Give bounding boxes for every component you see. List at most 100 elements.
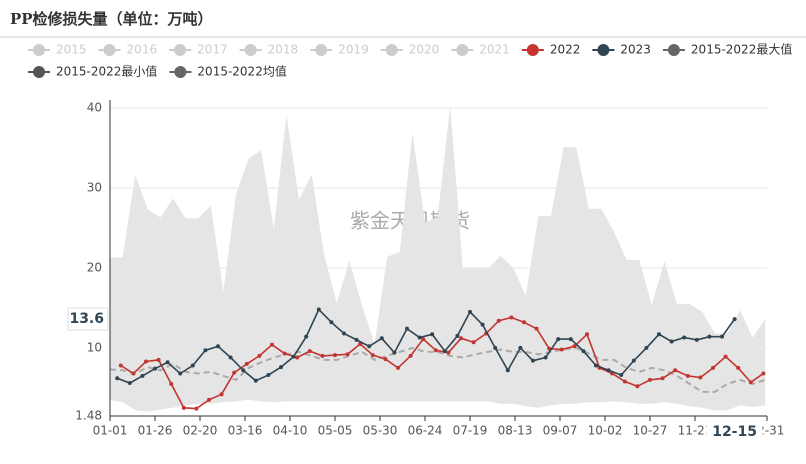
point	[270, 342, 274, 347]
y-tick-label: 10	[87, 340, 102, 354]
point	[354, 337, 359, 342]
point	[190, 363, 195, 368]
legend-item[interactable]: 2017	[169, 43, 228, 57]
point	[165, 360, 170, 365]
legend-label: 2016	[127, 43, 158, 57]
x-tick-label: 10-27	[633, 424, 668, 438]
point	[572, 344, 577, 349]
legend-icon-dot	[597, 44, 610, 56]
legend-label: 2015-2022最小值	[56, 64, 157, 79]
point	[761, 371, 766, 376]
point	[194, 406, 199, 411]
point	[307, 349, 312, 354]
point	[367, 344, 372, 349]
legend-icon-dot	[456, 44, 469, 56]
point	[219, 392, 224, 397]
x-tick-label: 04-10	[273, 424, 308, 438]
point	[480, 322, 485, 327]
legend-label: 2018	[268, 43, 299, 57]
point	[568, 337, 573, 342]
legend-item[interactable]: 2016	[98, 43, 158, 57]
point	[131, 371, 136, 376]
point	[455, 333, 460, 338]
point	[496, 318, 501, 323]
chart-title: PP检修损失量（单位：万吨）	[10, 10, 213, 28]
legend-item[interactable]: 2020	[380, 43, 440, 57]
point	[660, 376, 665, 381]
point	[257, 353, 262, 358]
point	[140, 373, 145, 378]
point	[736, 365, 741, 370]
legend-icon-dot	[174, 66, 187, 78]
point	[748, 380, 753, 385]
legend-item[interactable]: 2019	[310, 43, 369, 57]
legend-icon-dot	[33, 44, 45, 56]
point	[118, 363, 123, 368]
point	[405, 326, 409, 331]
point	[253, 378, 258, 383]
point	[509, 315, 514, 320]
x-tick-label: 06-24	[408, 424, 443, 438]
legend-item[interactable]: 2015	[28, 43, 87, 57]
point	[720, 334, 724, 339]
point	[522, 320, 526, 325]
point	[329, 320, 334, 325]
point	[279, 365, 283, 370]
point	[295, 355, 300, 360]
point	[316, 307, 321, 312]
point	[644, 345, 649, 350]
x-tick-label: 05-05	[318, 424, 353, 438]
legend-item[interactable]: 2023	[592, 43, 651, 57]
point	[430, 332, 435, 337]
point	[518, 345, 523, 350]
point	[698, 375, 703, 380]
point	[559, 347, 564, 352]
point	[585, 332, 589, 337]
legend-icon-dot	[103, 44, 116, 56]
point	[635, 384, 640, 389]
point	[333, 353, 337, 358]
series-line	[116, 308, 736, 384]
point	[216, 344, 220, 349]
legend-item[interactable]: 2015-2022最大值	[662, 42, 792, 57]
point	[471, 340, 476, 345]
point	[606, 368, 611, 373]
point	[421, 337, 426, 342]
legend-item[interactable]: 2015-2022最小值	[28, 64, 157, 79]
point	[396, 365, 400, 370]
legend-label: 2021	[479, 43, 510, 57]
point	[181, 405, 186, 410]
point	[282, 351, 287, 356]
legend-item[interactable]: 2021	[451, 43, 510, 57]
point	[673, 368, 678, 373]
point	[392, 350, 397, 355]
point	[534, 326, 539, 331]
pointer-y-label: 13.6	[69, 311, 104, 327]
point	[127, 381, 132, 386]
x-tick-label: 03-16	[228, 424, 263, 438]
x-tick-label: 09-07	[543, 424, 578, 438]
legend-item[interactable]: 2015-2022均值	[169, 64, 287, 79]
point	[266, 373, 271, 378]
point	[345, 352, 350, 357]
y-tick-label: 20	[87, 260, 102, 274]
point	[115, 376, 120, 381]
legend-item[interactable]: 2022	[521, 43, 581, 57]
point	[694, 337, 699, 342]
point	[342, 331, 346, 336]
legend-item[interactable]: 2018	[239, 43, 299, 57]
legend-label: 2015	[56, 43, 87, 57]
point	[581, 349, 586, 354]
x-tick-label: 10-02	[588, 424, 623, 438]
legend-icon-dot	[174, 44, 187, 56]
point	[207, 397, 211, 402]
legend-icon-dot	[244, 44, 257, 56]
legend-icon-dot	[526, 44, 539, 56]
point	[446, 350, 451, 355]
legend-label: 2015-2022最大值	[691, 42, 792, 57]
pointer-y-box	[67, 307, 109, 331]
y-tick-label: 30	[87, 180, 102, 194]
legend-label: 2017	[197, 43, 228, 57]
legend-icon-dot	[33, 66, 45, 78]
